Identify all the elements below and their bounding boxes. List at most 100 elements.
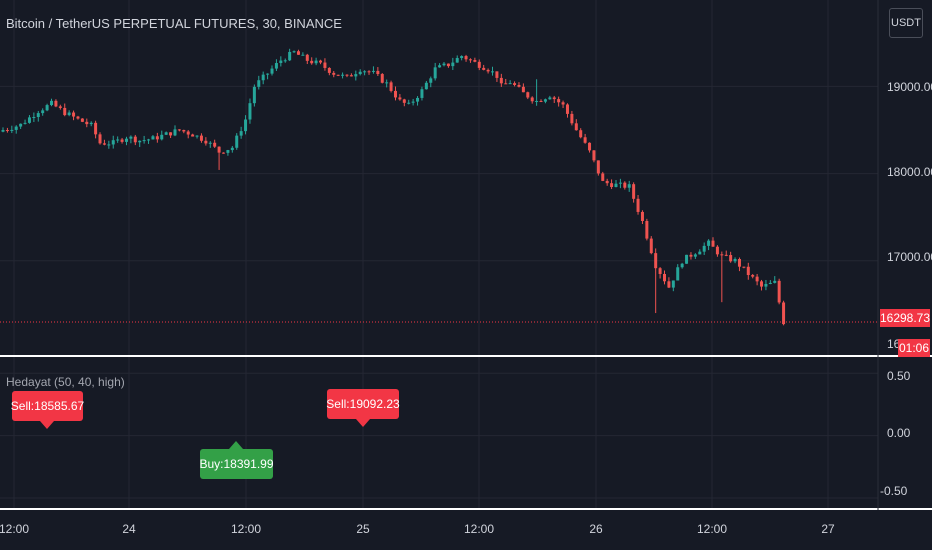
candle-body [689,254,693,257]
sell-signal-label-2: Sell:19092.23 [326,389,400,419]
candle-body [535,100,539,102]
candle-body [380,74,384,83]
candle-body [239,131,243,136]
price-tick-18000: 18000.00 [887,165,932,179]
candle-body [274,63,278,69]
price-tick-16000: 16 [887,337,901,351]
candle-body [601,173,605,181]
candle-body [358,71,362,75]
candle-body [45,105,49,111]
candle-body [252,86,256,104]
candle-body [539,100,543,102]
candle-body [102,143,106,145]
candle-body [707,240,711,246]
candle-body [768,282,772,284]
candle-body [526,92,530,98]
candle-body [610,183,614,187]
candle-body [777,280,781,303]
candle-body [292,51,296,53]
candle-body [80,118,84,122]
candle-body [5,130,9,132]
candle-body [764,283,768,287]
candle-body [698,251,702,255]
candle-body [773,280,777,283]
candle-body [671,280,675,288]
candle-body [746,266,750,276]
candle-body [605,180,609,184]
candle-body [570,113,574,124]
candle-body [63,107,67,116]
indicator-tick-minus-0.50: -0.50 [880,484,908,498]
candle-body [596,160,600,174]
candle-body [521,86,525,93]
candle-body [27,117,31,123]
candle-body [685,254,689,264]
buy-signal-label: Buy:18391.99 [199,449,274,479]
candle-body [429,78,433,83]
time-tick-26: 26 [589,522,603,536]
candle-body [473,60,477,62]
countdown-label: 01:06 [898,339,930,357]
candle-body [270,68,274,74]
candle-body [407,102,411,104]
candle-body [182,129,186,132]
candle-body [446,63,450,67]
candle-body [636,198,640,212]
candle-body [755,276,759,282]
candle-body [332,72,336,75]
candle-body [517,84,521,87]
chart-title: Bitcoin / TetherUS PERPETUAL FUTURES, 30… [6,16,342,31]
candle-body [54,100,58,107]
candle-body [495,71,499,78]
candle-body [579,130,583,138]
candle-body [411,101,415,103]
candle-body [129,136,133,139]
candle-body [279,60,283,64]
candle-body [230,147,234,151]
candle-body [513,83,517,85]
price-tick-19000: 19000.00 [887,80,932,94]
candle-body [155,136,159,140]
candle-body [367,71,371,73]
last-price-label: 16298.73 [879,309,931,327]
candle-body [341,74,345,76]
candle-body [111,140,115,145]
candle-body [32,117,36,119]
candle-body [468,59,472,61]
candle-body [455,58,459,63]
candle-body [94,122,98,135]
candle-body [323,62,327,68]
candle-body [76,116,80,119]
candle-body [314,60,318,64]
candle-body [67,112,71,116]
candle-body [751,275,755,277]
candle-body [720,254,724,256]
candle-body [288,51,292,61]
candle-body [173,129,177,136]
currency-button[interactable]: USDT [889,8,923,38]
candle-body [424,82,428,90]
time-axis[interactable]: 12:00 24 12:00 25 12:00 26 12:00 27 [0,522,835,536]
candle-body [693,254,697,257]
candle-body [398,97,402,100]
candle-body [588,142,592,151]
candle-body [561,102,565,105]
candle-body [442,63,446,66]
candle-body [36,113,40,118]
price-axis[interactable]: 19000.00 18000.00 17000.00 16 0.50 0.00 … [880,80,932,498]
candle-body [491,71,495,73]
candle-body [658,268,662,274]
candle-body [376,70,380,75]
sell-signal-label-1: Sell:18585.67 [11,391,84,421]
price-tick-17000: 17000.00 [887,250,932,264]
candle-body [261,74,265,81]
candle-body [729,255,733,262]
candle-body [649,238,653,254]
candle-body [420,89,424,98]
candle-body [177,129,181,131]
candle-body [363,71,367,73]
candle-body [160,134,164,140]
candle-body [464,56,468,60]
indicator-tick-0.50: 0.50 [887,369,911,383]
